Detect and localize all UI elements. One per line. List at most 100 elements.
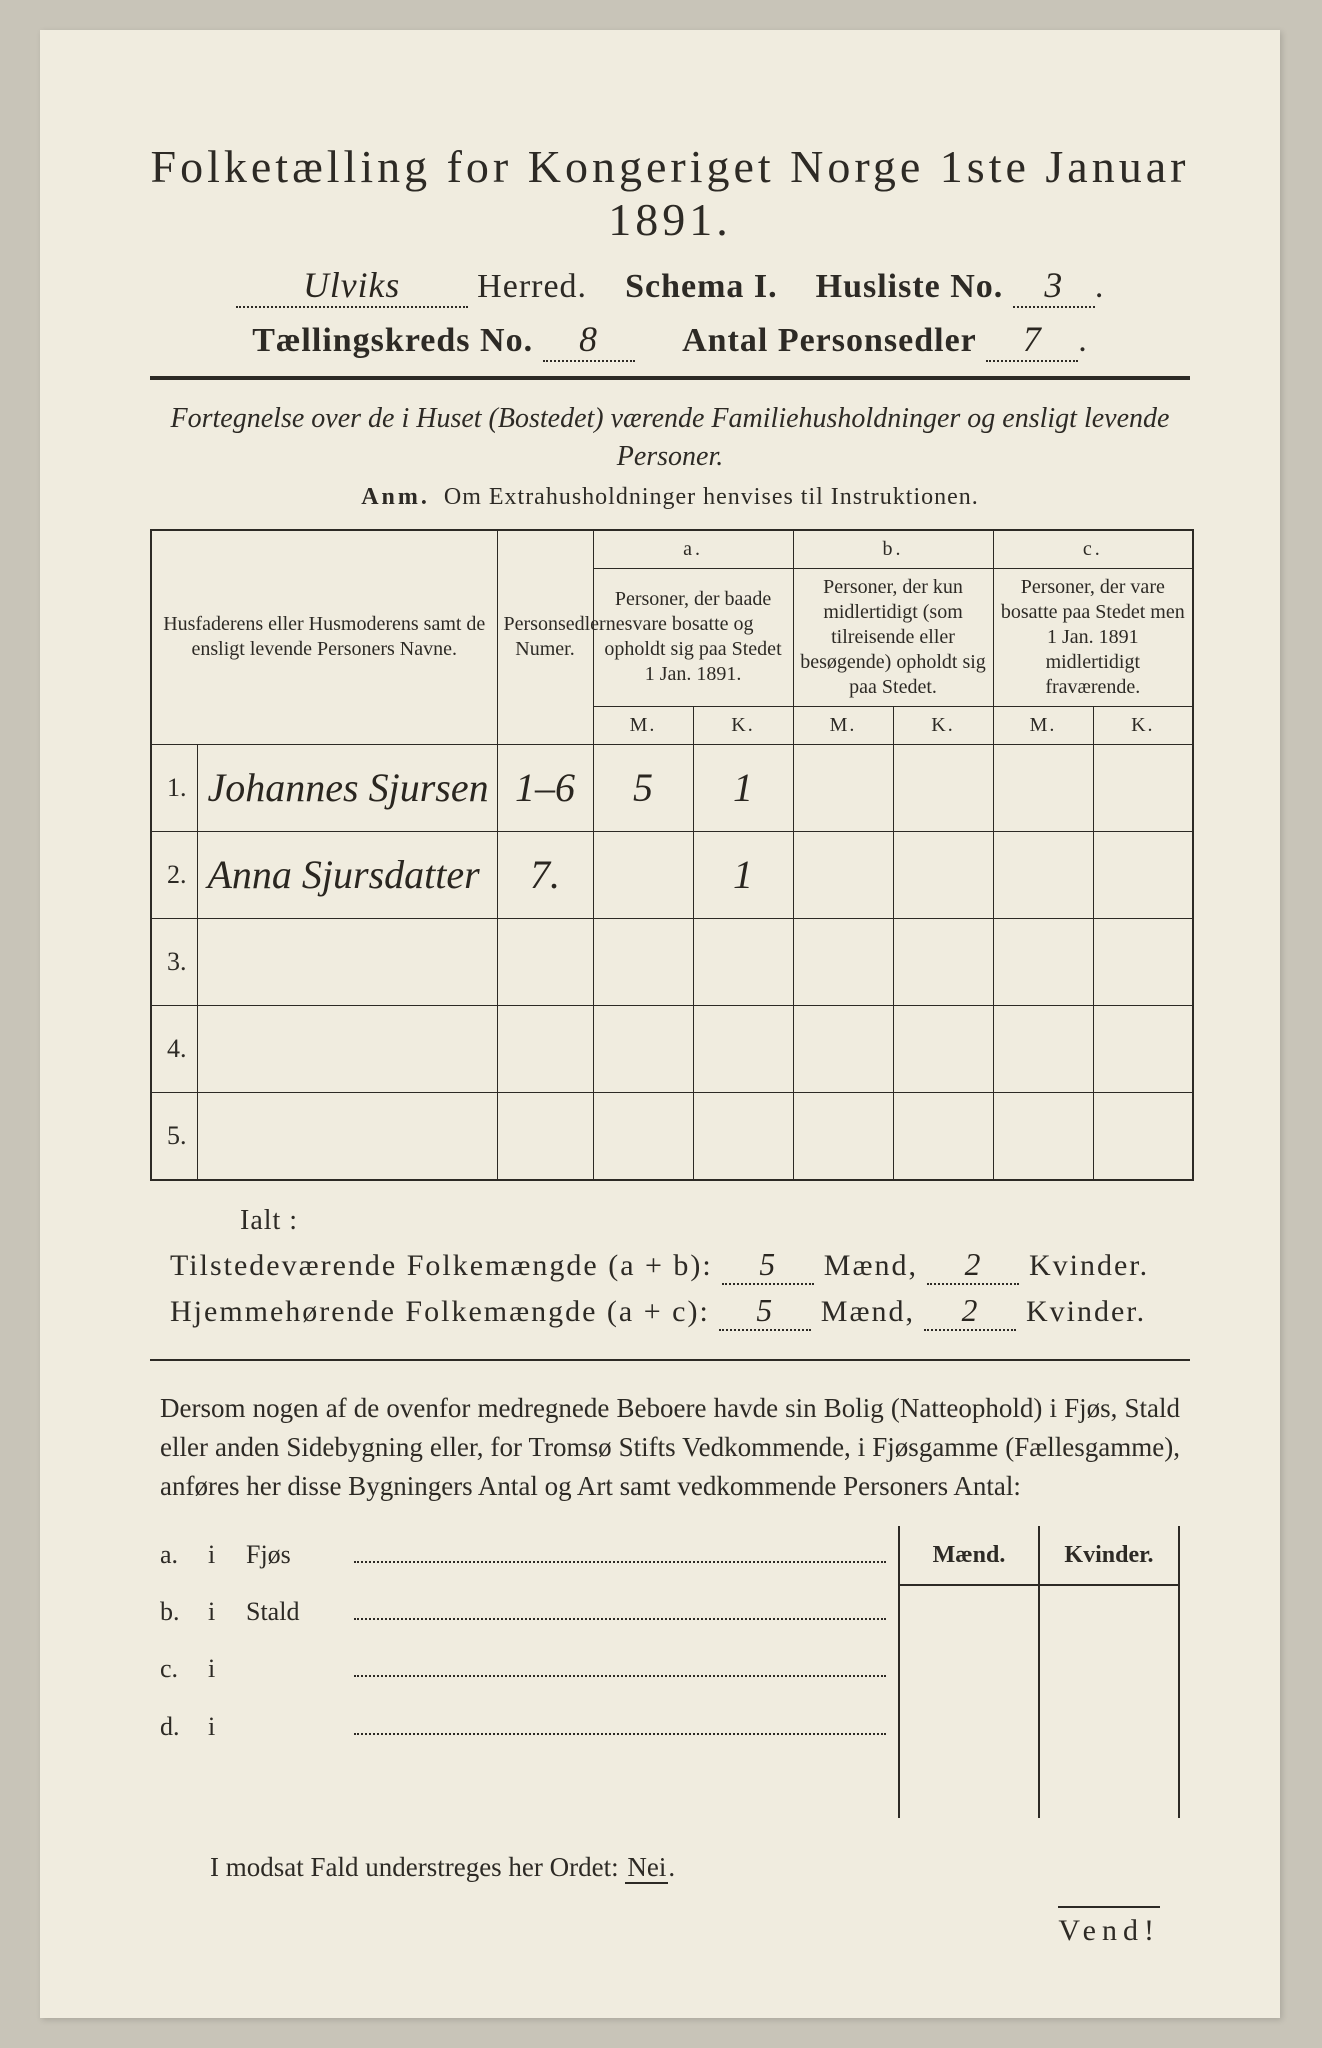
row-bK [893,744,993,831]
th-b-k: K. [893,706,993,744]
nei-before: I modsat Fald understreges her Ordet: [210,1852,625,1882]
row-name [197,918,497,1005]
mk-table: Mænd. Kvinder. [898,1526,1180,1818]
census-tbody: 1. Johannes Sjursen 1–6 5 1 2. Anna Sjur… [151,744,1193,1180]
outbld-i: i [208,1526,228,1583]
totals2-maend: Mænd, [821,1295,915,1328]
row-num: 3. [151,918,197,1005]
outbld-i: i [208,1698,228,1755]
row-bM [793,1005,893,1092]
row-bK [893,831,993,918]
outbuilding-para: Dersom nogen af de ovenfor medregnede Be… [160,1389,1180,1506]
dots [354,1603,886,1621]
personsedler-no: 7 [986,318,1078,362]
intro-text: Fortegnelse over de i Huset (Bostedet) v… [170,400,1170,476]
row-aM [593,1092,693,1180]
row-num: 4. [151,1005,197,1092]
anm-text: Om Extrahusholdninger henvises til Instr… [444,484,979,510]
row-name: Johannes Sjursen [197,744,497,831]
outbld-row: d. i [160,1698,886,1755]
table-row: 2. Anna Sjursdatter 7. 1 [151,831,1193,918]
row-num: 5. [151,1092,197,1180]
outbuilding-mk: Mænd. Kvinder. [898,1526,1180,1818]
totals1-k: 2 [927,1247,1019,1285]
totals1-maend: Mænd, [824,1249,918,1282]
herred-label: Herred. [477,268,587,305]
kreds-no: 8 [543,318,635,362]
row-aM [593,1005,693,1092]
census-table: Husfaderens eller Husmoderens samt de en… [150,529,1194,1181]
totals2-m: 5 [719,1293,811,1331]
th-b-text: Personer, der kun midlertidigt (som tilr… [793,568,993,706]
row-aK [693,1005,793,1092]
row-cK [1093,1005,1193,1092]
anm-label: Anm. [361,484,430,510]
table-row: 1. Johannes Sjursen 1–6 5 1 [151,744,1193,831]
mk-cell [1039,1585,1179,1644]
row-ps [497,1092,593,1180]
th-c-text: Personer, der vare bosatte paa Stedet me… [993,568,1193,706]
row-cK [1093,918,1193,1005]
outbld-lbl: d. [160,1698,190,1755]
row-cM [993,918,1093,1005]
th-a-text: Personer, der baade vare bosatte og opho… [593,568,793,706]
husliste-no: 3 [1013,264,1095,308]
table-row: 3. [151,918,1193,1005]
th-a-m: M. [593,706,693,744]
row-ps: 7. [497,831,593,918]
row-ps [497,918,593,1005]
title-text: Folketælling for Kongeriget Norge 1ste J… [151,141,1190,245]
outbld-i: i [208,1583,228,1640]
outbuilding-list: a. i Fjøs b. i Stald c. i [160,1526,886,1818]
table-row: 4. [151,1005,1193,1092]
totals2-label: Hjemmehørende Folkemængde (a + c): [170,1295,710,1328]
row-aM [593,918,693,1005]
row-cK [1093,1092,1193,1180]
row-cM [993,744,1093,831]
th-a-k: K. [693,706,793,744]
dots [354,1660,886,1678]
totals-line-2: Hjemmehørende Folkemængde (a + c): 5 Mæn… [170,1293,1190,1331]
th-b-top: b. [793,530,993,569]
th-personsedler: Personsedlernes Numer. [497,530,593,745]
row-cM [993,1092,1093,1180]
row-num: 2. [151,831,197,918]
row-bM [793,831,893,918]
personsedler-label: Antal Personsedler [682,322,977,359]
outbld-i: i [208,1640,228,1697]
vend-label: Vend! [1058,1906,1160,1948]
totals1-label: Tilstedeværende Folkemængde (a + b): [170,1249,713,1282]
row-bM [793,918,893,1005]
husliste-label: Husliste No. [816,268,1004,305]
nei-after: . [668,1852,675,1882]
mk-cell [899,1760,1039,1818]
outbld-row: c. i [160,1640,886,1697]
anm-line: Anm. Om Extrahusholdninger henvises til … [150,484,1190,511]
row-aK [693,1092,793,1180]
mk-head-m: Mænd. [899,1526,1039,1585]
mk-cell [899,1702,1039,1760]
outbld-lbl: c. [160,1640,190,1697]
row-aK [693,918,793,1005]
table-row: 5. [151,1092,1193,1180]
mk-cell [1039,1702,1179,1760]
th-c-k: K. [1093,706,1193,744]
th-c-m: M. [993,706,1093,744]
row-aK: 1 [693,831,793,918]
row-num: 1. [151,744,197,831]
outbuilding-block: a. i Fjøs b. i Stald c. i [160,1526,1180,1818]
row-bK [893,1005,993,1092]
mk-head-k: Kvinder. [1039,1526,1179,1585]
row-name: Anna Sjursdatter [197,831,497,918]
row-bM [793,744,893,831]
schema-label: Schema I. [625,268,778,305]
nei-line: I modsat Fald understreges her Ordet: Ne… [210,1852,1180,1883]
row-cK [1093,744,1193,831]
totals-line-1: Tilstedeværende Folkemængde (a + b): 5 M… [170,1247,1190,1285]
totals2-k: 2 [924,1293,1016,1331]
outbld-lbl: a. [160,1526,190,1583]
mk-cell [899,1585,1039,1644]
totals2-kvinder: Kvinder. [1026,1295,1146,1328]
th-c-top: c. [993,530,1193,569]
th-names: Husfaderens eller Husmoderens samt de en… [151,530,497,745]
